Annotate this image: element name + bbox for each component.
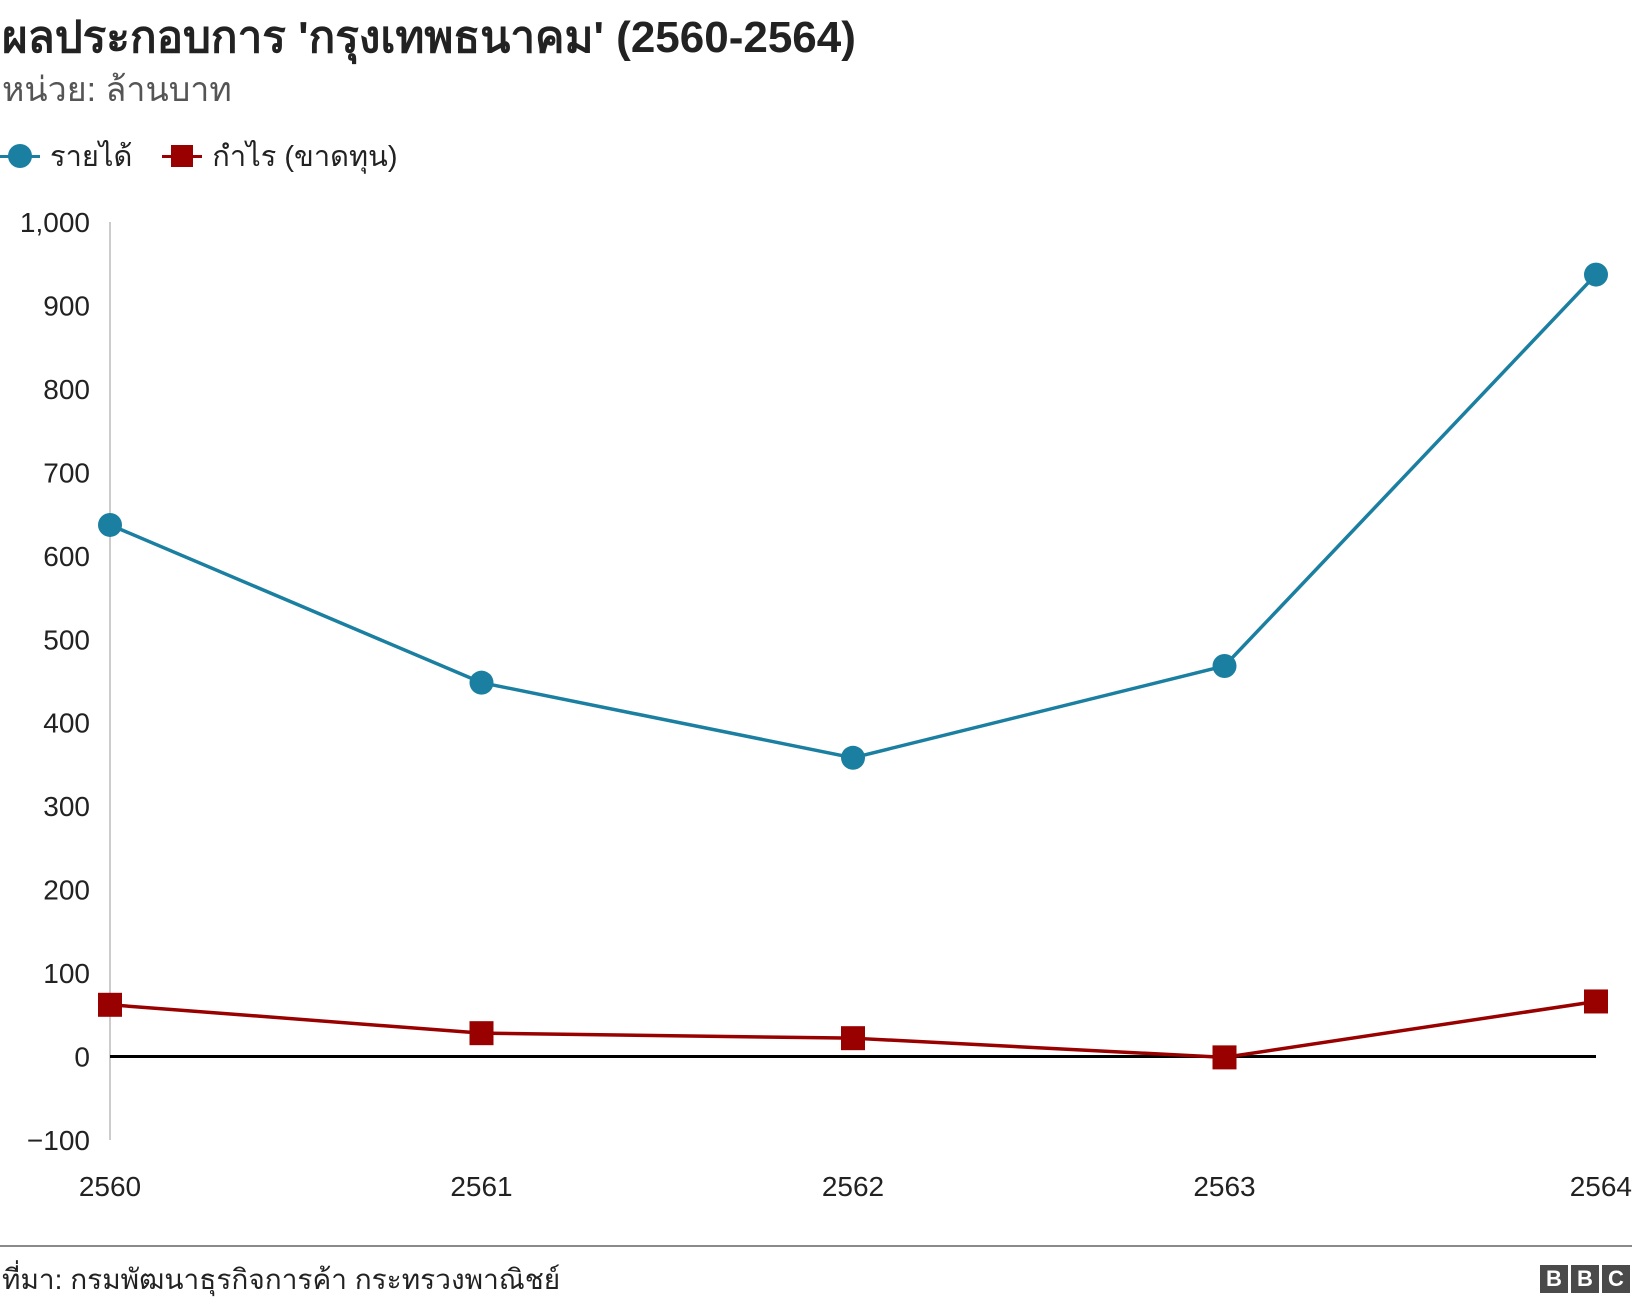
legend-item-profit: กำไร (ขาดทุน)	[162, 133, 398, 179]
data-point-profit	[1584, 989, 1608, 1014]
line-chart: −100 0 100 200 300 400 500 600 700 800 900 1,000 256…	[20, 207, 1632, 1202]
y-tick-label: 900	[43, 290, 90, 321]
x-tick-label: 2562	[822, 1171, 884, 1202]
y-tick-label: −100	[27, 1125, 90, 1156]
source-note: ที่มา: กรมพัฒนาธุรกิจการค้า กระทรวงพาณิช…	[2, 1264, 561, 1295]
data-point-revenue	[469, 670, 494, 695]
x-tick-label: 2563	[1193, 1171, 1255, 1202]
footer-divider	[0, 1245, 1632, 1247]
data-point-revenue	[841, 745, 865, 770]
y-tick-label: 100	[43, 958, 90, 989]
chart-title: ผลประกอบการ 'กรุงเทพธนาคม' (2560-2564)	[2, 13, 856, 62]
y-tick-label: 600	[43, 541, 90, 572]
x-tick-label: 2564	[1570, 1171, 1632, 1202]
data-point-profit	[98, 992, 122, 1017]
y-tick-label: 300	[43, 791, 90, 822]
y-tick-label: 200	[43, 875, 90, 906]
legend: รายได้ กำไร (ขาดทุน)	[0, 138, 428, 174]
legend-swatch-revenue	[0, 141, 40, 171]
logo-letter: B	[1540, 1265, 1568, 1293]
legend-label-revenue: รายได้	[50, 141, 133, 173]
legend-label-profit: กำไร (ขาดทุน)	[212, 141, 398, 173]
logo-letter: C	[1602, 1265, 1630, 1293]
data-point-profit	[841, 1026, 865, 1051]
data-point-revenue	[98, 512, 122, 537]
logo-letter: B	[1571, 1265, 1599, 1293]
legend-item-revenue: รายได้	[0, 133, 132, 179]
y-tick-label: 400	[43, 708, 90, 739]
y-tick-label: 800	[43, 374, 90, 405]
y-tick-label: 0	[74, 1042, 90, 1073]
x-tick-label: 2561	[450, 1171, 512, 1202]
y-tick-label: 700	[43, 457, 90, 488]
data-point-revenue	[1584, 262, 1608, 287]
x-tick-label: 2560	[79, 1171, 141, 1202]
data-point-profit	[1212, 1045, 1237, 1070]
data-point-profit	[469, 1021, 494, 1046]
series-line-revenue	[109, 273, 1598, 760]
chart-subtitle: หน่วย: ล้านบาท	[2, 71, 232, 109]
legend-swatch-profit	[162, 141, 203, 171]
bbc-logo: B B C	[1540, 1265, 1630, 1293]
y-tick-label: 500	[43, 624, 90, 655]
y-tick-label: 1,000	[20, 207, 90, 238]
data-point-revenue	[1212, 653, 1237, 678]
